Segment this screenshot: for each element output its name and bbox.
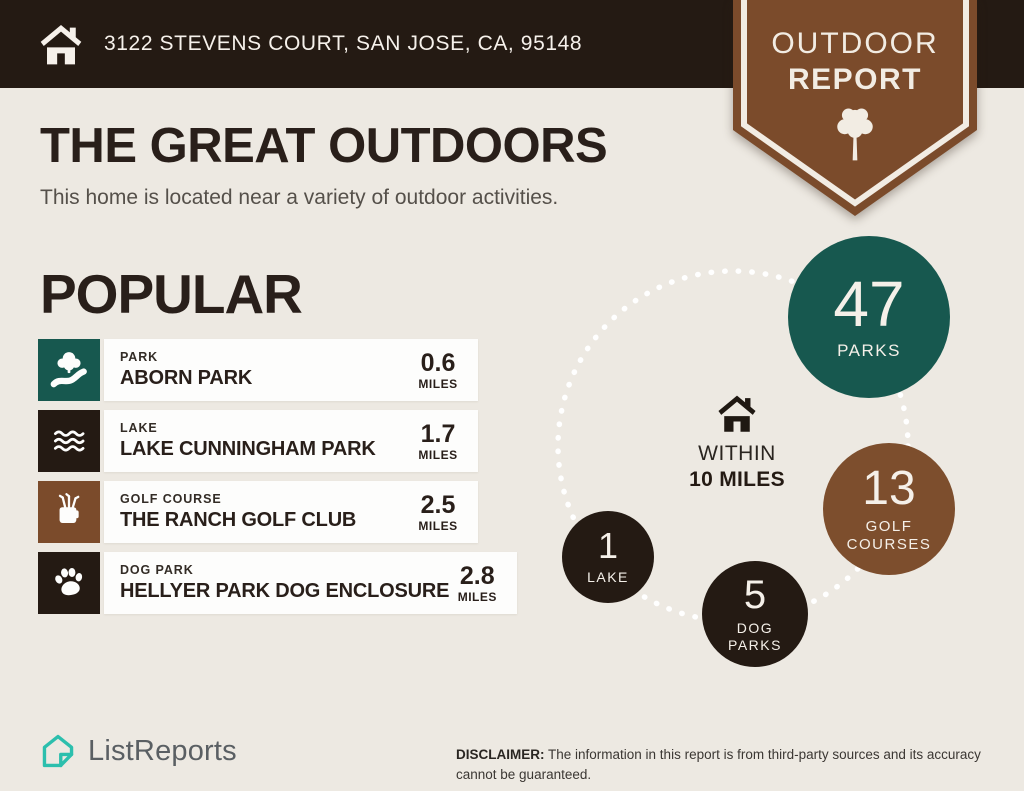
- park-icon: [50, 352, 87, 388]
- lake-tile: [38, 410, 100, 472]
- list-item: GOLF COURSE THE RANCH GOLF CLUB 2.5 MILE…: [38, 481, 478, 543]
- ribbon-banner-shape: [733, 0, 977, 216]
- golf-tile: [38, 481, 100, 543]
- item-name: ABORN PARK: [120, 366, 253, 389]
- parks-count-bubble: 47 PARKS: [788, 236, 950, 398]
- ribbon-content: OUTDOOR REPORT: [733, 0, 977, 216]
- radius-label: 10 MILES: [689, 468, 785, 491]
- dog-park-tile: [38, 552, 100, 614]
- distance-unit: MILES: [457, 589, 497, 604]
- distance-unit: MILES: [418, 376, 458, 391]
- disclaimer: DISCLAIMER: The information in this repo…: [456, 745, 996, 786]
- golf-icon: [58, 493, 80, 524]
- lake-icon: [53, 430, 85, 452]
- home-icon: [40, 24, 82, 64]
- lake-label: LAKE: [587, 569, 629, 586]
- parks-count: 47: [833, 268, 905, 341]
- paw-icon: [55, 567, 83, 596]
- distance-value: 2.5: [420, 490, 456, 519]
- golf-count: 13: [862, 461, 916, 515]
- dog-parks-count: 5: [743, 572, 767, 617]
- home-icon: [718, 395, 756, 432]
- disclaimer-text: The information in this report is from t…: [456, 746, 981, 782]
- list-item: DOG PARK HELLYER PARK DOG ENCLOSURE 2.8 …: [38, 552, 518, 614]
- popular-heading: POPULAR: [40, 263, 303, 325]
- lake-count: 1: [597, 525, 619, 567]
- brand-name: ListReports: [88, 734, 237, 767]
- item-name: THE RANCH GOLF CLUB: [120, 508, 357, 531]
- distance-value: 1.7: [420, 419, 456, 448]
- ribbon-title-line1: OUTDOOR: [771, 27, 939, 60]
- disclaimer-label: DISCLAIMER:: [456, 746, 545, 762]
- list-item: PARK ABORN PARK 0.6 MILES: [38, 339, 478, 401]
- within-label: WITHIN: [698, 442, 776, 465]
- park-tile: [38, 339, 100, 401]
- distance-unit: MILES: [418, 447, 458, 462]
- golf-label: GOLF COURSES: [846, 517, 932, 553]
- item-category: LAKE: [120, 421, 158, 436]
- parks-label: PARKS: [837, 341, 901, 361]
- distance-value: 0.6: [420, 348, 456, 377]
- golf-count-bubble: 13 GOLF COURSES: [823, 443, 955, 575]
- item-category: DOG PARK: [120, 563, 194, 578]
- listreports-logo: ListReports: [38, 731, 237, 771]
- lake-count-bubble: 1 LAKE: [562, 511, 654, 603]
- item-distance: 2.8 MILES: [449, 561, 505, 604]
- popular-list: PARK ABORN PARK 0.6 MILES: [38, 339, 518, 614]
- page-subtitle: This home is located near a variety of o…: [40, 186, 559, 209]
- outdoor-report-ribbon: OUTDOOR REPORT: [733, 0, 977, 216]
- item-category: GOLF COURSE: [120, 492, 222, 507]
- intro-section: THE GREAT OUTDOORS This home is located …: [40, 118, 608, 210]
- list-item-body: PARK ABORN PARK 0.6 MILES: [104, 339, 478, 401]
- distance-unit: MILES: [418, 518, 458, 533]
- list-item-body: LAKE LAKE CUNNINGHAM PARK 1.7 MILES: [104, 410, 478, 472]
- item-distance: 0.6 MILES: [410, 348, 466, 391]
- item-distance: 2.5 MILES: [410, 490, 466, 533]
- item-name: LAKE CUNNINGHAM PARK: [120, 437, 376, 460]
- radius-center-label: WITHIN 10 MILES: [655, 394, 819, 492]
- distance-value: 2.8: [459, 561, 495, 590]
- item-category: PARK: [120, 350, 159, 365]
- list-item-body: DOG PARK HELLYER PARK DOG ENCLOSURE 2.8 …: [104, 552, 518, 614]
- dog-parks-label: DOG PARKS: [728, 619, 782, 653]
- tree-icon: [837, 108, 873, 161]
- listreports-icon: [42, 734, 74, 768]
- property-address: 3122 STEVENS COURT, SAN JOSE, CA, 95148: [104, 32, 583, 55]
- list-item: LAKE LAKE CUNNINGHAM PARK 1.7 MILES: [38, 410, 478, 472]
- item-name: HELLYER PARK DOG ENCLOSURE: [120, 579, 450, 602]
- page-title: THE GREAT OUTDOORS: [40, 119, 608, 173]
- item-distance: 1.7 MILES: [410, 419, 466, 462]
- ribbon-title-line2: REPORT: [787, 63, 922, 96]
- dog-parks-count-bubble: 5 DOG PARKS: [702, 561, 808, 667]
- list-item-body: GOLF COURSE THE RANCH GOLF CLUB 2.5 MILE…: [104, 481, 478, 543]
